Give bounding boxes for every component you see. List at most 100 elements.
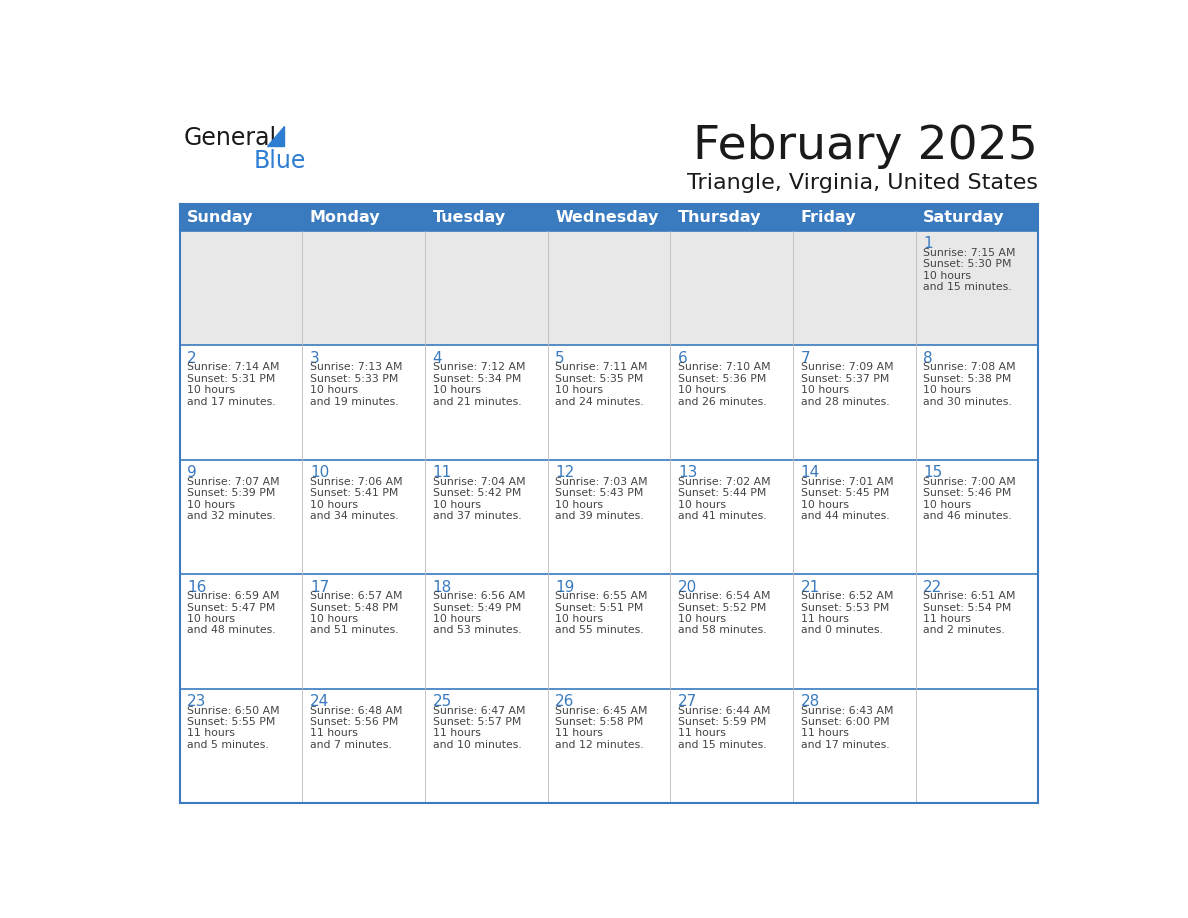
Text: and 58 minutes.: and 58 minutes. bbox=[678, 625, 766, 635]
Bar bbox=[792, 575, 916, 688]
Text: Sunset: 5:52 PM: Sunset: 5:52 PM bbox=[678, 602, 766, 612]
Text: Sunset: 5:43 PM: Sunset: 5:43 PM bbox=[555, 488, 644, 498]
Bar bbox=[792, 460, 916, 575]
Text: 10 hours: 10 hours bbox=[555, 386, 604, 396]
Text: 17: 17 bbox=[310, 579, 329, 595]
Bar bbox=[792, 231, 916, 345]
Text: and 34 minutes.: and 34 minutes. bbox=[310, 511, 398, 521]
Text: and 30 minutes.: and 30 minutes. bbox=[923, 397, 1012, 407]
Text: Sunrise: 7:06 AM: Sunrise: 7:06 AM bbox=[310, 476, 403, 487]
Text: Sunset: 5:41 PM: Sunset: 5:41 PM bbox=[310, 488, 398, 498]
Text: 20: 20 bbox=[678, 579, 697, 595]
Text: Sunset: 6:00 PM: Sunset: 6:00 PM bbox=[801, 717, 890, 727]
Text: 23: 23 bbox=[188, 694, 207, 709]
Bar bbox=[302, 460, 425, 575]
Text: 10 hours: 10 hours bbox=[923, 271, 972, 281]
Text: 22: 22 bbox=[923, 579, 942, 595]
Bar bbox=[548, 345, 670, 460]
Text: 21: 21 bbox=[801, 579, 820, 595]
Text: 28: 28 bbox=[801, 694, 820, 709]
Bar bbox=[425, 688, 548, 803]
Text: and 2 minutes.: and 2 minutes. bbox=[923, 625, 1005, 635]
Text: Sunset: 5:35 PM: Sunset: 5:35 PM bbox=[555, 374, 644, 384]
Text: 10 hours: 10 hours bbox=[555, 499, 604, 509]
Text: 11 hours: 11 hours bbox=[801, 729, 848, 738]
Text: Sunset: 5:51 PM: Sunset: 5:51 PM bbox=[555, 602, 644, 612]
Text: 9: 9 bbox=[188, 465, 197, 480]
Text: Sunday: Sunday bbox=[188, 210, 254, 225]
Text: Sunrise: 6:55 AM: Sunrise: 6:55 AM bbox=[555, 591, 647, 601]
Text: 11 hours: 11 hours bbox=[432, 729, 480, 738]
Text: and 28 minutes.: and 28 minutes. bbox=[801, 397, 890, 407]
Text: Sunset: 5:58 PM: Sunset: 5:58 PM bbox=[555, 717, 644, 727]
Text: Thursday: Thursday bbox=[678, 210, 762, 225]
Text: and 26 minutes.: and 26 minutes. bbox=[678, 397, 766, 407]
Text: 10 hours: 10 hours bbox=[555, 614, 604, 624]
Text: 15: 15 bbox=[923, 465, 942, 480]
Text: Sunset: 5:31 PM: Sunset: 5:31 PM bbox=[188, 374, 276, 384]
Text: Triangle, Virginia, United States: Triangle, Virginia, United States bbox=[687, 174, 1038, 194]
Text: 19: 19 bbox=[555, 579, 575, 595]
Text: and 15 minutes.: and 15 minutes. bbox=[678, 740, 766, 750]
Text: and 44 minutes.: and 44 minutes. bbox=[801, 511, 890, 521]
Text: Sunset: 5:48 PM: Sunset: 5:48 PM bbox=[310, 602, 398, 612]
Text: 11 hours: 11 hours bbox=[310, 729, 358, 738]
Text: 10 hours: 10 hours bbox=[432, 386, 481, 396]
Text: and 55 minutes.: and 55 minutes. bbox=[555, 625, 644, 635]
Text: 10 hours: 10 hours bbox=[310, 499, 358, 509]
Text: Sunset: 5:44 PM: Sunset: 5:44 PM bbox=[678, 488, 766, 498]
Text: Sunrise: 6:56 AM: Sunrise: 6:56 AM bbox=[432, 591, 525, 601]
Text: 10 hours: 10 hours bbox=[310, 386, 358, 396]
Text: Sunset: 5:55 PM: Sunset: 5:55 PM bbox=[188, 717, 276, 727]
Text: 11: 11 bbox=[432, 465, 451, 480]
Text: 4: 4 bbox=[432, 351, 442, 366]
Text: Sunrise: 6:57 AM: Sunrise: 6:57 AM bbox=[310, 591, 403, 601]
Text: 10 hours: 10 hours bbox=[801, 386, 848, 396]
Bar bbox=[179, 204, 1038, 231]
Text: and 7 minutes.: and 7 minutes. bbox=[310, 740, 392, 750]
Bar bbox=[548, 231, 670, 345]
Text: 7: 7 bbox=[801, 351, 810, 366]
Text: and 51 minutes.: and 51 minutes. bbox=[310, 625, 398, 635]
Bar bbox=[179, 231, 302, 345]
Bar bbox=[425, 460, 548, 575]
Text: Sunrise: 7:09 AM: Sunrise: 7:09 AM bbox=[801, 363, 893, 373]
Text: and 15 minutes.: and 15 minutes. bbox=[923, 282, 1012, 292]
Text: Sunrise: 7:13 AM: Sunrise: 7:13 AM bbox=[310, 363, 403, 373]
Bar bbox=[179, 575, 302, 688]
Text: Sunset: 5:59 PM: Sunset: 5:59 PM bbox=[678, 717, 766, 727]
Text: Sunrise: 7:11 AM: Sunrise: 7:11 AM bbox=[555, 363, 647, 373]
Bar bbox=[302, 575, 425, 688]
Bar bbox=[302, 345, 425, 460]
Text: Sunrise: 6:59 AM: Sunrise: 6:59 AM bbox=[188, 591, 279, 601]
Text: Sunrise: 7:12 AM: Sunrise: 7:12 AM bbox=[432, 363, 525, 373]
Text: 8: 8 bbox=[923, 351, 933, 366]
Text: 3: 3 bbox=[310, 351, 320, 366]
Bar bbox=[425, 231, 548, 345]
Text: 10 hours: 10 hours bbox=[432, 499, 481, 509]
Text: 14: 14 bbox=[801, 465, 820, 480]
Text: 5: 5 bbox=[555, 351, 564, 366]
Text: and 17 minutes.: and 17 minutes. bbox=[801, 740, 890, 750]
Polygon shape bbox=[267, 126, 284, 146]
Bar bbox=[302, 688, 425, 803]
Text: 10 hours: 10 hours bbox=[188, 614, 235, 624]
Text: Sunset: 5:33 PM: Sunset: 5:33 PM bbox=[310, 374, 398, 384]
Bar bbox=[916, 460, 1038, 575]
Text: Sunrise: 7:01 AM: Sunrise: 7:01 AM bbox=[801, 476, 893, 487]
Text: Sunrise: 7:10 AM: Sunrise: 7:10 AM bbox=[678, 363, 771, 373]
Text: 10 hours: 10 hours bbox=[678, 386, 726, 396]
Bar bbox=[670, 460, 792, 575]
Text: February 2025: February 2025 bbox=[694, 124, 1038, 169]
Text: Sunrise: 6:48 AM: Sunrise: 6:48 AM bbox=[310, 706, 403, 716]
Text: and 5 minutes.: and 5 minutes. bbox=[188, 740, 268, 750]
Text: Sunset: 5:45 PM: Sunset: 5:45 PM bbox=[801, 488, 889, 498]
Text: 10 hours: 10 hours bbox=[923, 386, 972, 396]
Text: Blue: Blue bbox=[253, 149, 305, 173]
Text: and 37 minutes.: and 37 minutes. bbox=[432, 511, 522, 521]
Text: Sunset: 5:47 PM: Sunset: 5:47 PM bbox=[188, 602, 276, 612]
Text: Sunrise: 7:07 AM: Sunrise: 7:07 AM bbox=[188, 476, 280, 487]
Text: and 39 minutes.: and 39 minutes. bbox=[555, 511, 644, 521]
Text: Monday: Monday bbox=[310, 210, 380, 225]
Text: Sunrise: 7:03 AM: Sunrise: 7:03 AM bbox=[555, 476, 647, 487]
